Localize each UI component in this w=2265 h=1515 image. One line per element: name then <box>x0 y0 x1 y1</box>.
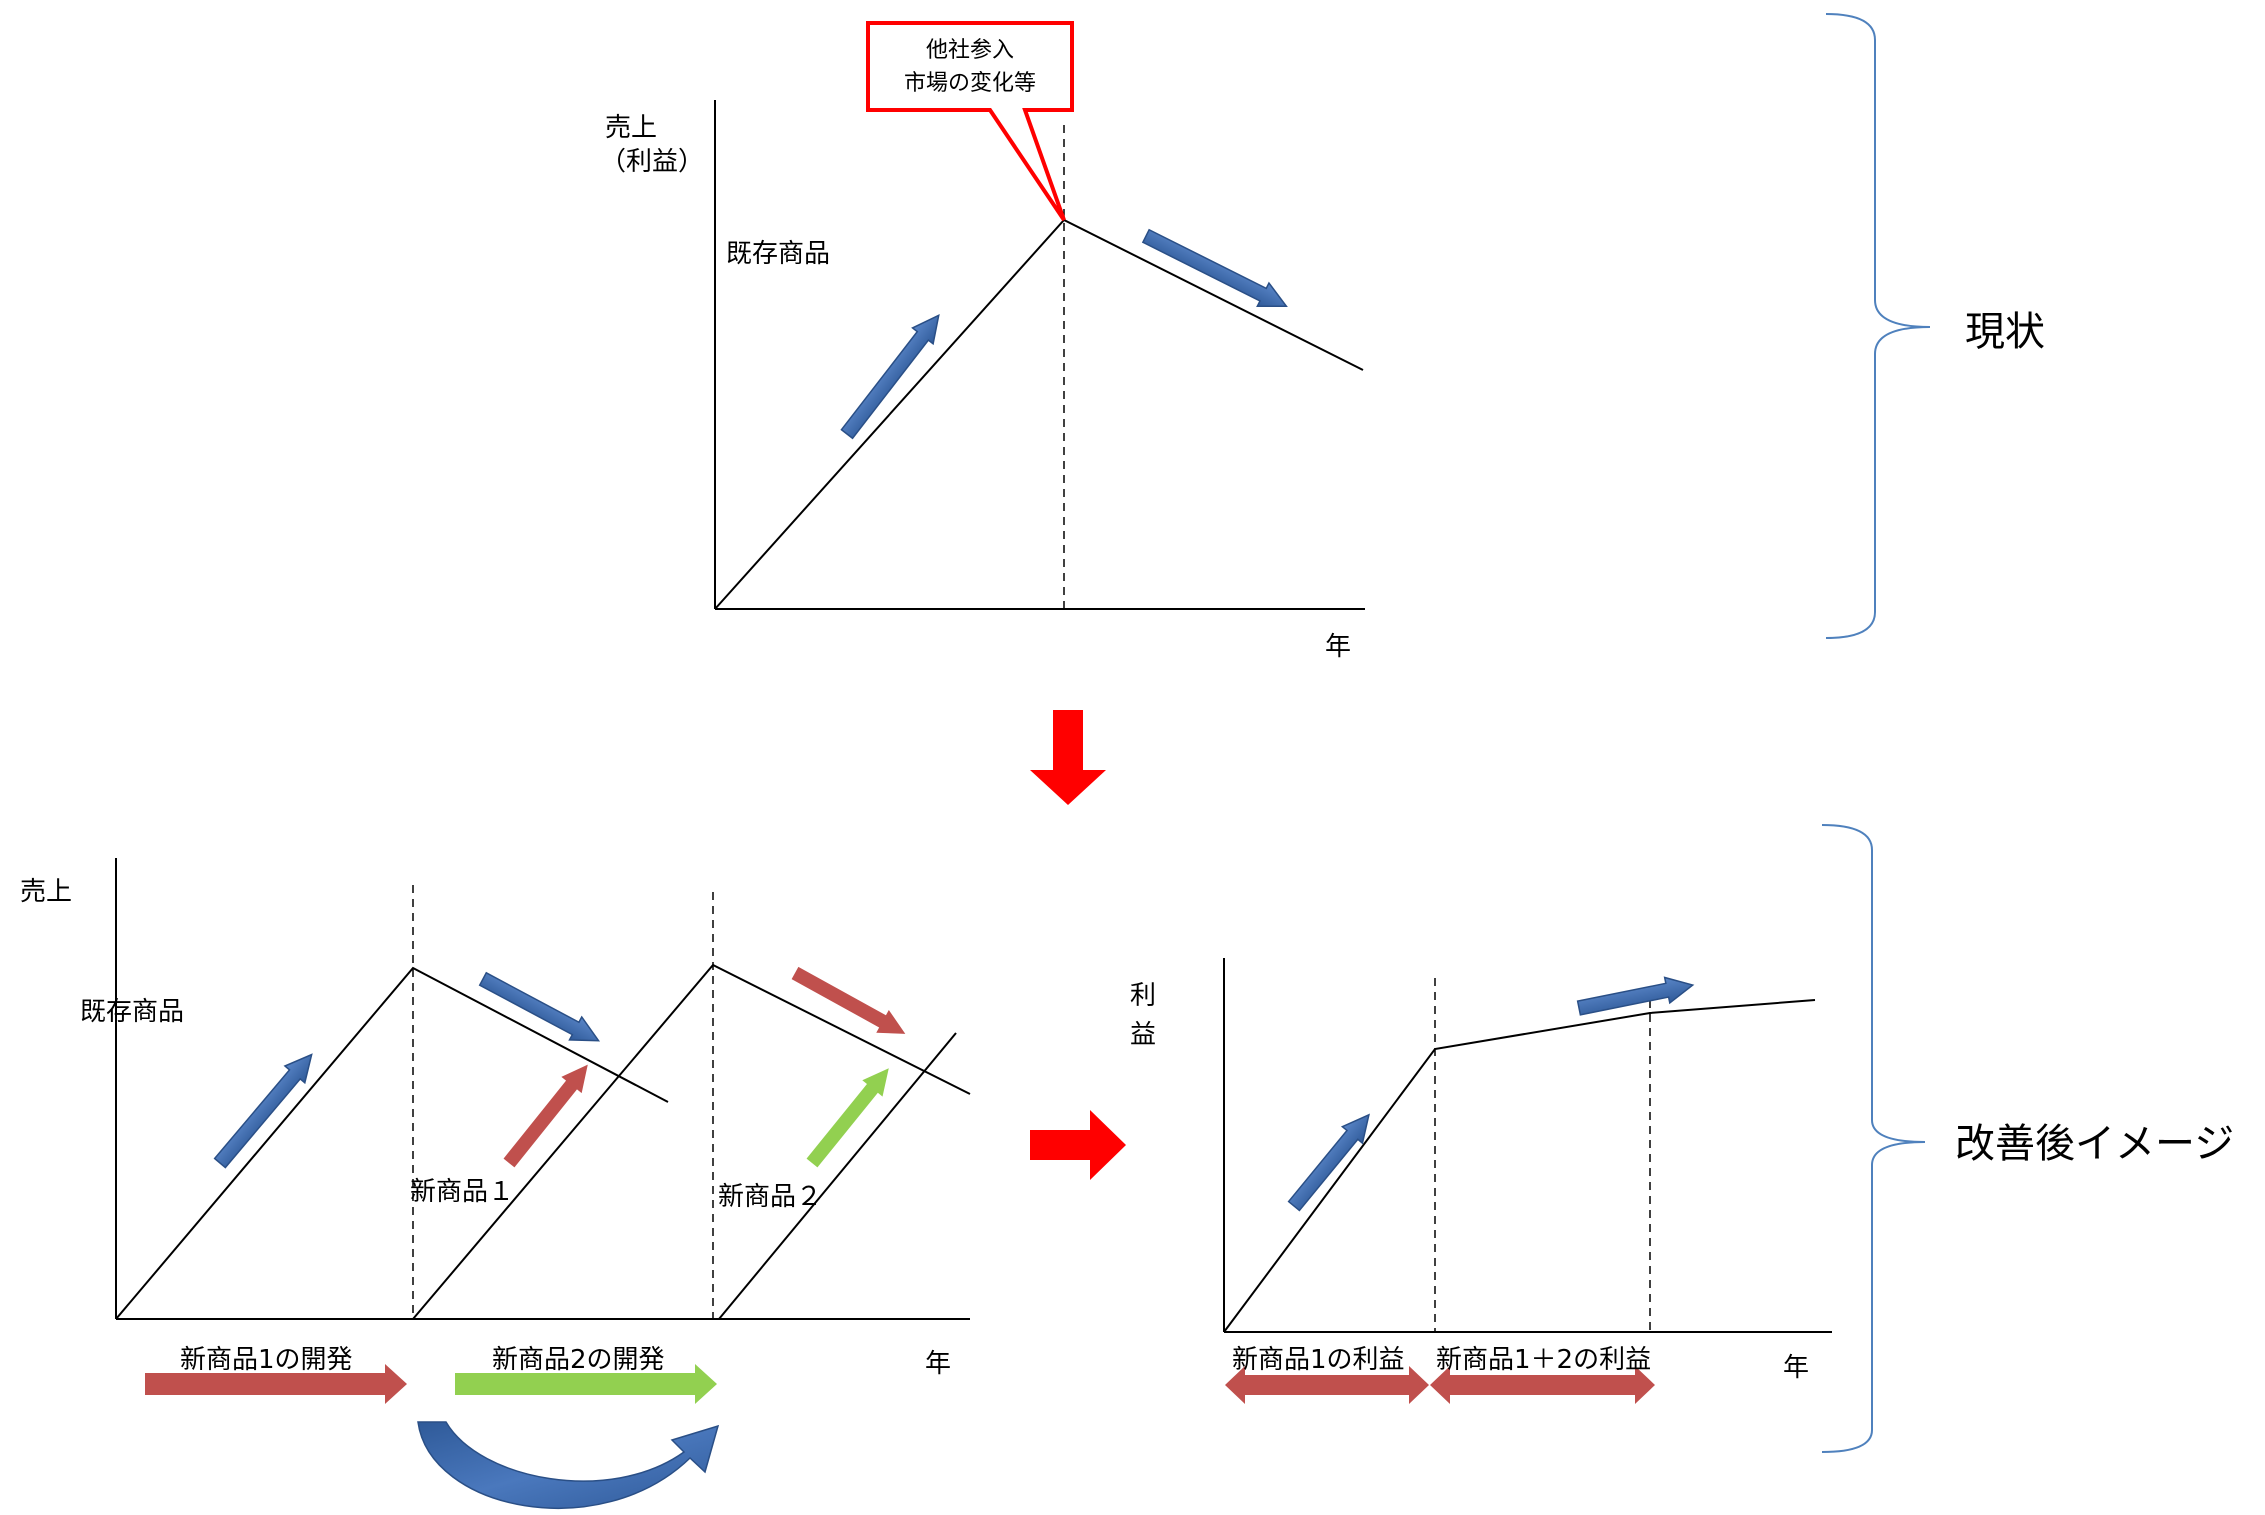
callout-line2: 市場の変化等 <box>904 71 1036 96</box>
bl-existing-falling-arrow <box>478 971 601 1042</box>
callout-competitor-entry: 他社参入 市場の変化等 <box>866 21 1074 222</box>
bl-dev2-label: 新商品2の開発 <box>492 1345 665 1375</box>
current-bracket: 現状 <box>1825 13 2045 639</box>
dev1-arrow <box>145 1364 407 1404</box>
br-rising-arrow <box>1287 1113 1370 1212</box>
improved-label: 改善後イメージ <box>1955 1121 2234 1167</box>
current-label: 現状 <box>1965 309 2045 355</box>
curved-transition-arrow <box>417 1421 720 1510</box>
br-profit-line <box>1223 999 1816 1333</box>
bottom-right-chart: 利 益 新商品1の利益 新商品1＋2の利益 年 <box>1130 958 1832 1404</box>
br-y-label-char2: 益 <box>1130 1020 1156 1050</box>
down-arrow <box>1030 710 1106 805</box>
profit1-range-arrow <box>1225 1366 1429 1404</box>
bl-new2-label: 新商品２ <box>718 1182 822 1212</box>
dev2-arrow <box>455 1364 717 1404</box>
top-product-label: 既存商品 <box>726 239 830 269</box>
top-falling-arrow <box>1141 228 1288 308</box>
bl-existing-line <box>115 966 669 1320</box>
br-profit12-label: 新商品1＋2の利益 <box>1436 1345 1651 1375</box>
right-arrow <box>1030 1110 1126 1180</box>
callout-line1: 他社参入 <box>926 38 1014 63</box>
bl-new1-label: 新商品１ <box>410 1177 514 1207</box>
br-x-label: 年 <box>1783 1353 1809 1383</box>
bl-x-label: 年 <box>925 1349 951 1379</box>
top-rising-arrow <box>840 313 940 440</box>
bl-new1-line <box>412 963 971 1320</box>
bl-new1-falling-arrow <box>791 966 906 1034</box>
br-growth-arrow <box>1576 976 1695 1016</box>
top-y-label-line1: 売上 <box>605 113 657 143</box>
bl-new2-rising-arrow <box>806 1068 889 1168</box>
bl-existing-label: 既存商品 <box>80 997 184 1027</box>
bl-existing-rising-arrow <box>213 1053 313 1169</box>
bl-y-label: 売上 <box>20 877 72 907</box>
br-y-label-char1: 利 <box>1130 981 1156 1011</box>
bl-new2-line <box>718 1032 957 1320</box>
top-x-label: 年 <box>1325 632 1351 662</box>
br-profit1-label: 新商品1の利益 <box>1232 1345 1405 1375</box>
top-chart: 他社参入 市場の変化等 売上 （利益） 既存商品 年 <box>600 21 1365 662</box>
bl-new1-rising-arrow <box>503 1064 588 1168</box>
bottom-left-chart: 売上 既存商品 新商品１ 新商品２ 新商品1の開発 新商品2の開発 年 <box>20 858 971 1510</box>
profit12-range-arrow <box>1430 1366 1655 1404</box>
top-y-label-line2: （利益） <box>600 147 704 177</box>
top-sales-line <box>714 218 1364 610</box>
improved-bracket: 改善後イメージ <box>1821 824 2234 1453</box>
bl-dev1-label: 新商品1の開発 <box>180 1345 353 1375</box>
